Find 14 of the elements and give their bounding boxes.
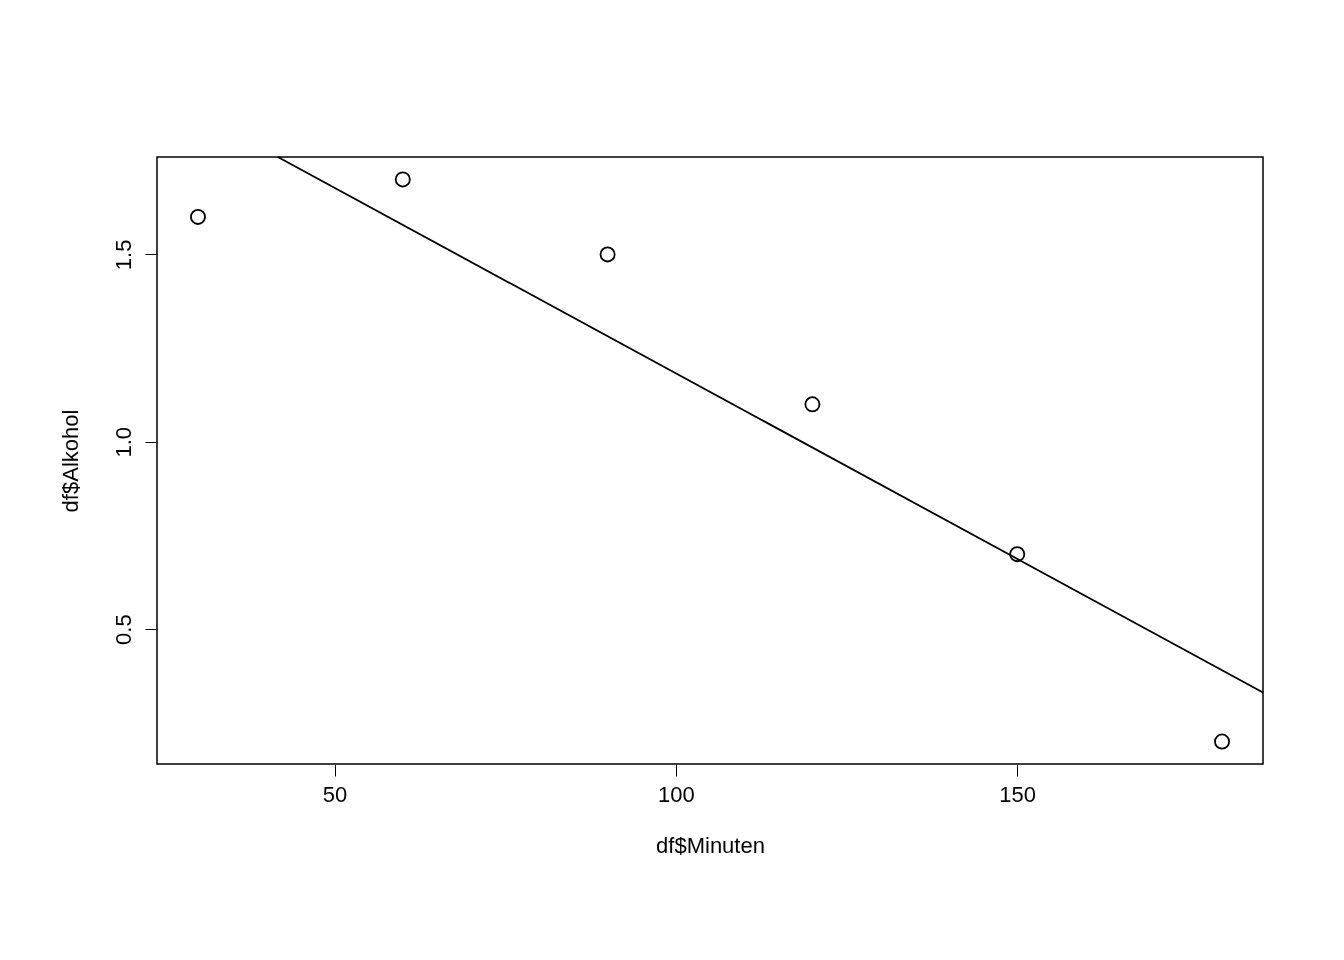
y-axis-title: df$Alkohol (57, 409, 83, 513)
y-tick-label: 0.5 (110, 614, 136, 645)
x-axis-title: df$Minuten (656, 832, 765, 858)
x-tick-label: 50 (322, 781, 348, 807)
point (394, 171, 411, 188)
y-tick-label: 1.0 (110, 426, 136, 458)
point (1009, 546, 1026, 563)
point (189, 208, 206, 225)
point (804, 396, 821, 413)
x-tick-label: 150 (999, 781, 1037, 807)
y-tick-label: 1.5 (110, 239, 136, 271)
x-tick-label: 100 (658, 781, 695, 807)
point (1214, 733, 1231, 750)
point (599, 246, 616, 263)
